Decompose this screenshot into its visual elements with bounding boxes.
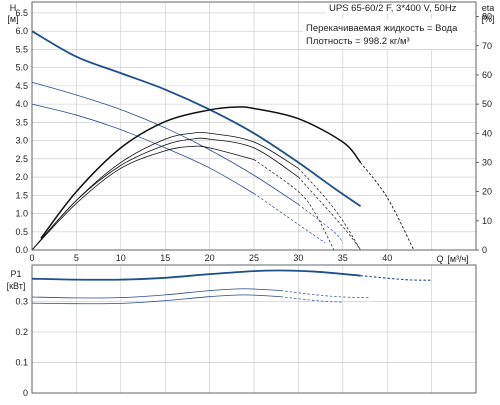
info-fluid: Перекачиваемая жидкость = Вода — [306, 23, 458, 34]
y-axis-left-unit: [м] — [7, 14, 18, 24]
x-tick-label: 10 — [116, 253, 126, 263]
y-left-tick-label: 2.5 — [15, 154, 28, 164]
top-efficiency-min-curve — [31, 145, 255, 251]
top-efficiency-max-extension — [360, 162, 415, 251]
y-left-tick-label: 3.0 — [15, 136, 28, 146]
y-right-tick-label: 70 — [482, 41, 492, 51]
bottom-power-2-curve — [31, 288, 281, 299]
bottom-plot-frame — [31, 264, 477, 394]
x-axis-unit: [м³/ч] — [447, 254, 468, 264]
power-axis-label: P1 — [10, 269, 21, 279]
x-axis-label: Q — [436, 254, 443, 264]
top-efficiency-3-extension — [298, 176, 361, 251]
y-left-tick-label: 6.0 — [15, 26, 28, 36]
y-left-tick-label: 0.0 — [15, 245, 28, 255]
y-left-tick-label: 6.5 — [15, 8, 28, 18]
y-right-tick-label: 40 — [482, 128, 492, 138]
top-plot-frame — [31, 1, 477, 251]
y-right-tick-label: 30 — [482, 157, 492, 167]
y-left-tick-label: 3.5 — [15, 117, 28, 127]
y-right-tick-label: 0 — [482, 245, 487, 255]
frame-layer — [31, 1, 477, 394]
y-left-tick-label: 5.5 — [15, 44, 28, 54]
x-tick-label: 30 — [293, 253, 303, 263]
y-left-tick-label: 2.0 — [15, 172, 28, 182]
top-efficiency-min-extension — [253, 159, 335, 251]
top-head-min-extension — [253, 193, 326, 243]
bottom-power-min-curve — [31, 294, 281, 305]
y-right-tick-label: 20 — [482, 187, 492, 197]
x-tick-label: 5 — [74, 253, 79, 263]
power-tick-label: 0 — [23, 388, 28, 398]
power-tick-label: 0.2 — [15, 327, 28, 337]
info-box — [303, 19, 473, 49]
power-axis-unit: [кВт] — [7, 281, 26, 291]
y-right-tick-label: 60 — [482, 70, 492, 80]
top-efficiency-3-curve — [31, 137, 299, 251]
bottom-power-max-curve — [31, 269, 361, 281]
top-head-2-extension — [298, 204, 344, 243]
top-head-2-curve — [31, 81, 299, 205]
x-tick-label: 25 — [249, 253, 259, 263]
x-tick-label: 0 — [29, 253, 34, 263]
x-tick-label: 40 — [382, 253, 392, 263]
y-left-tick-label: 1.5 — [15, 190, 28, 200]
info-density: Плотность = 998.2 кг/м³ — [306, 36, 410, 47]
y-left-tick-label: 0.5 — [15, 227, 28, 237]
y-left-tick-label: 4.0 — [15, 99, 28, 109]
chart-title: UPS 65-60/2 F, 3*400 V, 50Hz — [329, 3, 457, 14]
top-efficiency-2-extension — [298, 168, 361, 251]
x-tick-label: 35 — [338, 253, 348, 263]
series-layer — [31, 30, 432, 305]
tick-labels-layer: 0 5 10 15 20 25 30 35 40 0.0 0.5 1.0 1.5 2.0 2.5 3.0 3.5… — [15, 8, 492, 398]
top-head-min-curve — [31, 103, 255, 194]
y-right-tick-label: 80 — [482, 12, 492, 22]
y-right-tick-label: 50 — [482, 99, 492, 109]
title-box — [326, 2, 474, 14]
bottom-power-max-extension — [360, 275, 432, 281]
power-tick-label: 0.1 — [15, 358, 28, 368]
x-tick-label: 20 — [205, 253, 215, 263]
top-efficiency-max-curve — [40, 106, 362, 239]
y-axis-right-label: eta — [482, 3, 495, 13]
x-tick-label: 15 — [160, 253, 170, 263]
bottom-power-2-extension — [280, 290, 370, 298]
power-tick-label: 0.3 — [15, 297, 28, 307]
y-left-tick-label: 4.5 — [15, 81, 28, 91]
y-axis-left-label: H — [10, 3, 17, 13]
y-left-tick-label: 1.0 — [15, 209, 28, 219]
y-axis-right-unit: [%] — [481, 14, 494, 24]
y-right-tick-label: 10 — [482, 216, 492, 226]
y-left-tick-label: 5.0 — [15, 63, 28, 73]
